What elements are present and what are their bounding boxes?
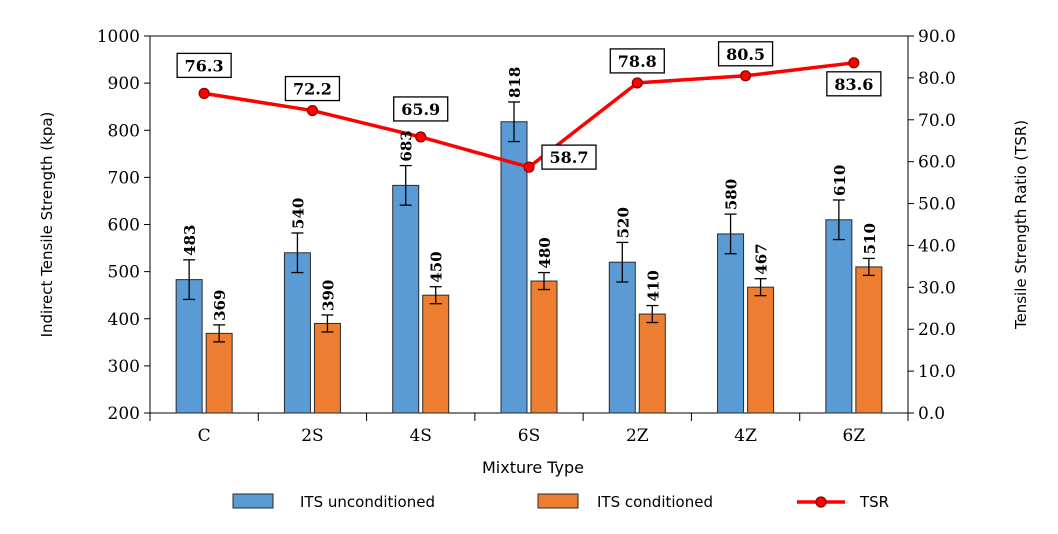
legend: ITS unconditioned ITS conditioned TSR (232, 493, 889, 511)
x-tick-label: 2S (301, 426, 323, 446)
tsr-line-group (198, 57, 860, 173)
x-tick-label: 6Z (843, 426, 866, 446)
tsr-label-box (176, 52, 232, 79)
tsr-label-box (541, 144, 597, 170)
y2-tick-label: 10.0 (918, 362, 956, 382)
x-tick-label: 6S (518, 426, 540, 446)
bar-label-conditioned: 369 (211, 290, 229, 321)
tsr-point (739, 70, 752, 82)
tsr-label-box (393, 96, 449, 122)
legend-swatch-unconditioned (232, 493, 274, 509)
y2-tick-label: 30.0 (918, 278, 956, 298)
bar-conditioned (747, 286, 775, 414)
bar-label-unconditioned: 683 (398, 130, 416, 161)
axes: 200 300 400 500 600 700 800 900 1000 0.0 10.0 20.0 3… (38, 27, 1030, 477)
tsr-point (523, 161, 535, 173)
bar-label-unconditioned: 818 (506, 67, 524, 98)
tsr-point (848, 57, 860, 69)
bar-conditioned (205, 332, 233, 414)
legend-label-unconditioned: ITS unconditioned (300, 493, 435, 511)
bar-label-unconditioned: 580 (723, 179, 741, 210)
y2-tick-label: 80.0 (918, 69, 956, 89)
bar-unconditioned (608, 261, 636, 414)
y-tick-label: 300 (108, 357, 140, 377)
bar-unconditioned (283, 252, 311, 414)
y-tick-label: 800 (108, 121, 140, 141)
x-axis-title: Mixture Type (482, 458, 584, 477)
bars (175, 101, 883, 414)
legend-label-tsr: TSR (859, 493, 889, 511)
bar-label-conditioned: 390 (319, 280, 337, 311)
x-tick-label: 2Z (626, 426, 649, 446)
y-tick-label: 1000 (97, 27, 140, 47)
y2-axis-title: Tensile Strength Ratio (TSR) (1012, 120, 1030, 330)
y-tick-label: 200 (108, 404, 140, 424)
legend-swatch-conditioned (537, 493, 579, 509)
y2-tick-label: 20.0 (918, 320, 956, 340)
tsr-label-box (826, 71, 882, 97)
y2-tick-label: 50.0 (918, 195, 956, 215)
legend-marker-tsr (815, 496, 827, 508)
y-tick-label: 500 (108, 263, 140, 283)
x-tick-label: 4S (409, 426, 431, 446)
tsr-label: 78.8 (618, 52, 657, 71)
bar-label-conditioned: 467 (753, 243, 771, 274)
bar-label-conditioned: 410 (644, 270, 662, 301)
x-tick-label: C (198, 426, 211, 446)
y2-tick-label: 40.0 (918, 236, 956, 256)
tsr-label: 83.6 (834, 75, 873, 94)
bar-conditioned (313, 322, 341, 414)
tsr-label: 76.3 (185, 56, 224, 75)
bar-label-conditioned: 480 (536, 237, 554, 268)
y2-tick-label: 0.0 (918, 404, 945, 424)
bar-label-conditioned: 450 (428, 251, 446, 282)
bar-unconditioned (717, 233, 745, 414)
bar-unconditioned (825, 219, 853, 414)
y2-tick-label: 60.0 (918, 153, 956, 173)
bar-label-unconditioned: 540 (289, 198, 307, 229)
y-axis-title: Indirect Tensile Strength (kpa) (38, 112, 56, 338)
tsr-label: 65.9 (401, 100, 440, 119)
bar-unconditioned (175, 279, 203, 414)
y2-tick-label: 70.0 (918, 111, 956, 131)
bar-unconditioned (500, 121, 528, 414)
bar-label-unconditioned: 610 (831, 165, 849, 196)
tsr-label: 80.5 (726, 45, 765, 64)
y2-tick-label: 90.0 (918, 27, 956, 47)
bar-unconditioned (392, 184, 420, 414)
data-labels: 483 540 683 818 520 580 610 369 390 450 480 410 467 5… (176, 41, 882, 321)
plot-frame (149, 35, 909, 414)
tsr-label-box (717, 41, 774, 67)
bar-label-conditioned: 510 (861, 223, 879, 254)
bar-conditioned (422, 294, 450, 414)
x-tick-label: 4Z (734, 426, 757, 446)
tsr-label: 58.7 (550, 148, 589, 167)
tsr-label-box (609, 48, 665, 74)
y-tick-label: 600 (108, 216, 140, 236)
y-tick-label: 400 (108, 310, 140, 330)
tsr-label-box (284, 75, 341, 102)
bar-conditioned (855, 266, 883, 414)
tsr-point (306, 104, 319, 117)
y-tick-label: 900 (108, 74, 140, 94)
tsr-point (415, 131, 427, 143)
bar-label-unconditioned: 520 (614, 207, 632, 238)
tsr-point (631, 77, 643, 89)
bar-conditioned (638, 313, 666, 414)
bar-label-unconditioned: 483 (181, 225, 199, 256)
tsr-label: 72.2 (293, 80, 332, 99)
bar-conditioned (530, 280, 558, 414)
y-tick-label: 700 (108, 168, 140, 188)
tsr-point (198, 87, 210, 99)
legend-label-conditioned: ITS conditioned (597, 493, 713, 511)
